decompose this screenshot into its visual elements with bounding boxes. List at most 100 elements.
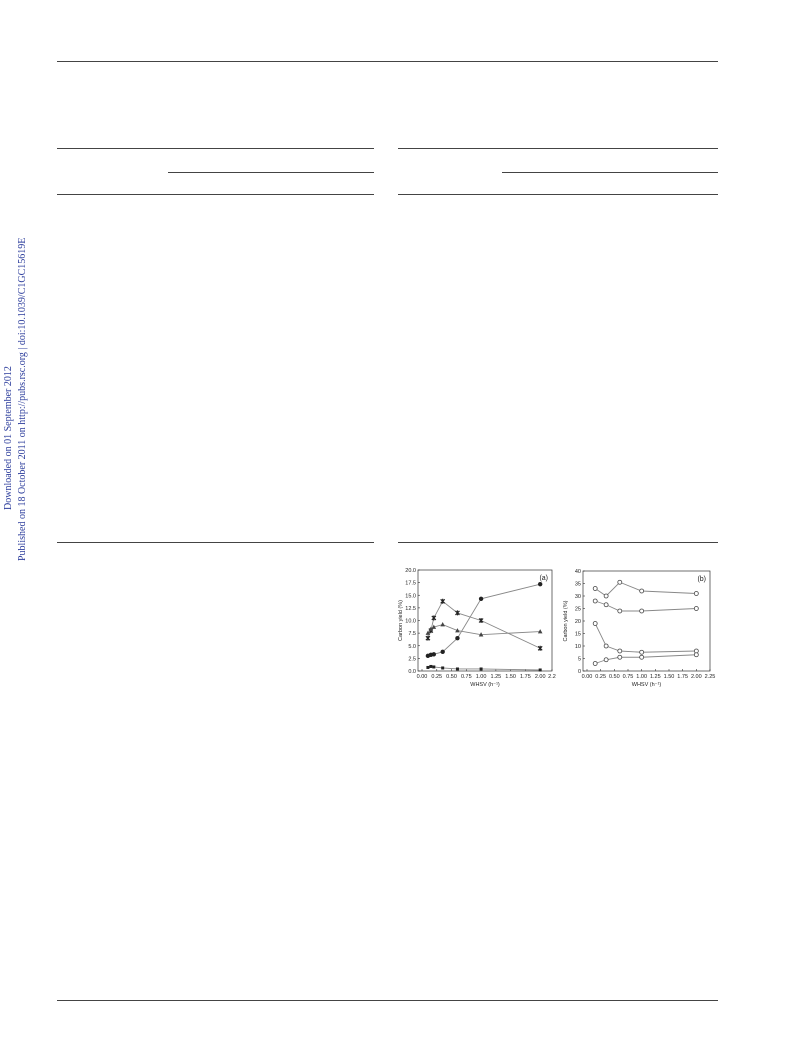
data-point [441, 666, 445, 670]
data-point [537, 581, 543, 587]
data-point [440, 622, 445, 627]
data-point [455, 635, 460, 641]
y-tick-label: 20 [575, 619, 581, 625]
series-line [427, 583, 541, 657]
table-rule [57, 194, 374, 195]
table-rule [502, 172, 718, 173]
data-point [455, 628, 460, 633]
data-point [429, 664, 433, 668]
x-tick-label: 1.50 [505, 674, 516, 680]
data-point [603, 643, 609, 649]
x-tick-label: 2.00 [691, 674, 702, 680]
panel-label: (b) [697, 576, 706, 583]
data-point [617, 654, 623, 660]
series-line [595, 654, 697, 664]
y-tick-label: 7.5 [408, 631, 416, 637]
header-rule [57, 61, 718, 62]
table-rule [57, 148, 374, 149]
data-point [428, 626, 434, 631]
data-point [440, 649, 445, 655]
data-point [693, 591, 699, 596]
x-tick-label: 0.50 [446, 674, 457, 680]
data-point [478, 618, 484, 623]
data-point [431, 652, 437, 657]
series-line [594, 623, 697, 653]
data-point [455, 610, 460, 616]
x-tick-label: 0.00 [582, 674, 593, 680]
x-tick-label: 0.25 [431, 674, 442, 680]
data-point [639, 608, 645, 614]
x-axis-label: WHSV (h⁻¹) [470, 682, 500, 688]
data-point [592, 621, 598, 626]
series-line [595, 600, 697, 612]
plot-frame [582, 570, 711, 672]
data-point [537, 629, 543, 634]
x-tick-label: 1.75 [677, 674, 688, 680]
x-axis-label: WHSV (h⁻¹) [632, 682, 662, 688]
x-tick-label: 2.00 [535, 674, 546, 680]
panel-label: (a) [539, 575, 548, 582]
data-point [431, 615, 437, 621]
data-point [603, 602, 609, 608]
x-tick-label: 1.75 [520, 674, 531, 680]
x-tick-label: 1.50 [664, 674, 675, 680]
data-point [603, 657, 609, 663]
data-point [617, 579, 623, 585]
table-rule [398, 148, 718, 149]
table-rule [398, 542, 718, 543]
x-tick-label: 2.25 [705, 674, 716, 680]
data-point [639, 649, 645, 655]
x-tick-label: 0.00 [417, 674, 428, 680]
data-point [478, 596, 484, 601]
y-tick-label: 0 [578, 669, 581, 675]
x-tick-label: 1.00 [476, 674, 487, 680]
data-point [426, 665, 430, 669]
series-line [427, 600, 541, 649]
y-tick-label: 2.5 [408, 656, 416, 662]
x-tick-label: 0.50 [609, 674, 620, 680]
y-tick-label: 0.0 [408, 669, 416, 675]
y-tick-label: 35 [575, 582, 581, 588]
footer-rule [57, 1000, 718, 1001]
series-line [427, 665, 541, 671]
data-point [617, 608, 623, 614]
y-tick-label: 5.0 [408, 644, 416, 650]
y-axis-label: Carbon yield (%) [398, 600, 404, 641]
y-tick-label: 17.5 [405, 581, 416, 587]
data-point [440, 598, 446, 604]
x-tick-label: 2.2 [548, 674, 556, 680]
x-tick-label: 0.75 [461, 674, 472, 680]
data-point [639, 654, 645, 660]
y-tick-label: 20.0 [405, 568, 416, 574]
table-rule [57, 542, 374, 543]
table-rule [168, 172, 374, 173]
data-point [639, 588, 645, 594]
x-tick-label: 1.25 [491, 674, 502, 680]
data-point [432, 665, 436, 669]
x-tick-label: 1.25 [650, 674, 661, 680]
data-point [693, 606, 699, 611]
data-point [693, 652, 699, 658]
data-point [455, 667, 459, 671]
y-tick-label: 10 [575, 644, 581, 650]
y-tick-label: 30 [575, 594, 581, 600]
data-point [617, 648, 623, 654]
table-rule [398, 194, 718, 195]
data-point [603, 593, 609, 599]
x-tick-label: 0.75 [623, 674, 634, 680]
y-tick-label: 40 [575, 569, 581, 575]
y-tick-label: 10.0 [405, 619, 416, 625]
y-axis-label: Carbon yield (%) [563, 600, 569, 641]
y-tick-label: 25 [575, 607, 581, 613]
data-point [592, 586, 598, 591]
data-point [592, 598, 598, 604]
data-point [479, 667, 483, 671]
y-tick-label: 12.5 [405, 606, 416, 612]
x-tick-label: 1.00 [636, 674, 647, 680]
y-tick-label: 5 [578, 657, 581, 663]
data-point [538, 668, 542, 672]
y-tick-label: 15.0 [405, 593, 416, 599]
data-point [478, 632, 484, 637]
data-point [431, 624, 437, 629]
